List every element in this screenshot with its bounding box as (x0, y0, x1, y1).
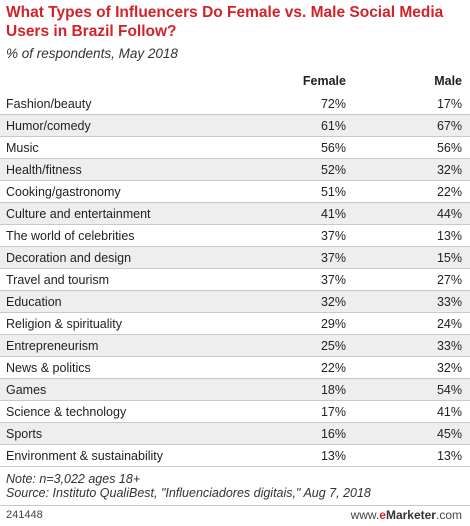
female-value: 22% (320, 361, 346, 375)
female-value: 18% (320, 383, 346, 397)
table-row: Music 56% 56% (0, 137, 470, 159)
male-value: 17% (436, 97, 462, 111)
male-value: 24% (436, 317, 462, 331)
footer: 241448 www.eMarketer.com (0, 505, 470, 526)
row-label: Cooking/gastronomy (6, 185, 121, 199)
brand-suffix: .com (435, 508, 462, 522)
male-value: 45% (436, 427, 462, 441)
row-label: Fashion/beauty (6, 97, 92, 111)
male-value: 56% (436, 141, 462, 155)
row-label: Environment & sustainability (6, 449, 164, 463)
row-label: The world of celebrities (6, 229, 135, 243)
female-value: 61% (320, 119, 346, 133)
table-row: Health/fitness 52% 32% (0, 159, 470, 181)
table-row: Games 18% 54% (0, 379, 470, 401)
row-label: Games (6, 383, 47, 397)
table-row: Travel and tourism 37% 27% (0, 269, 470, 291)
row-label: News & politics (6, 361, 91, 375)
row-label: Music (6, 141, 39, 155)
note-text: Note: n=3,022 ages 18+ (6, 472, 141, 486)
female-value: 25% (320, 339, 346, 353)
male-value: 41% (436, 405, 462, 419)
brand-e: e (379, 508, 386, 522)
male-value: 33% (436, 295, 462, 309)
row-label: Sports (6, 427, 43, 441)
chart-footnote: Note: n=3,022 ages 18+ Source: Instituto… (6, 472, 371, 500)
table-header: Female Male (0, 71, 470, 93)
male-value: 27% (436, 273, 462, 287)
table-row: Education 32% 33% (0, 291, 470, 313)
female-value: 37% (320, 273, 346, 287)
row-label: Culture and entertainment (6, 207, 151, 221)
row-label: Decoration and design (6, 251, 132, 265)
female-value: 13% (320, 449, 346, 463)
female-value: 37% (320, 251, 346, 265)
male-value: 54% (436, 383, 462, 397)
brand-prefix: www. (350, 508, 380, 522)
male-value: 15% (436, 251, 462, 265)
female-value: 17% (320, 405, 346, 419)
male-value: 33% (436, 339, 462, 353)
table-row: Cooking/gastronomy 51% 22% (0, 181, 470, 203)
brand-name: Marketer (385, 508, 436, 522)
table-row: News & politics 22% 32% (0, 357, 470, 379)
male-value: 67% (436, 119, 462, 133)
source-text: Source: Instituto QualiBest, "Influencia… (6, 486, 371, 500)
male-value: 32% (436, 163, 462, 177)
row-label: Religion & spirituality (6, 317, 123, 331)
female-value: 52% (320, 163, 346, 177)
male-value: 22% (436, 185, 462, 199)
male-value: 13% (436, 449, 462, 463)
chart-subtitle: % of respondents, May 2018 (6, 46, 178, 61)
table-row: Environment & sustainability 13% 13% (0, 445, 470, 467)
male-value: 13% (436, 229, 462, 243)
table-row: Science & technology 17% 41% (0, 401, 470, 423)
table-row: The world of celebrities 37% 13% (0, 225, 470, 247)
row-label: Travel and tourism (6, 273, 110, 287)
table-row: Entrepreneurism 25% 33% (0, 335, 470, 357)
female-value: 32% (320, 295, 346, 309)
row-label: Education (6, 295, 62, 309)
female-value: 29% (320, 317, 346, 331)
male-value: 32% (436, 361, 462, 375)
brand-link[interactable]: www.eMarketer.com (351, 508, 462, 522)
column-header-female: Female (302, 74, 346, 88)
female-value: 72% (320, 97, 346, 111)
row-label: Health/fitness (6, 163, 82, 177)
row-label: Entrepreneurism (6, 339, 99, 353)
row-label: Science & technology (6, 405, 127, 419)
chart-title: What Types of Influencers Do Female vs. … (6, 4, 444, 40)
table-row: Fashion/beauty 72% 17% (0, 93, 470, 115)
column-header-male: Male (434, 74, 462, 88)
table-row: Religion & spirituality 29% 24% (0, 313, 470, 335)
table-row: Sports 16% 45% (0, 423, 470, 445)
female-value: 56% (320, 141, 346, 155)
table-row: Culture and entertainment 41% 44% (0, 203, 470, 225)
table-row: Humor/comedy 61% 67% (0, 115, 470, 137)
male-value: 44% (436, 207, 462, 221)
table-row: Decoration and design 37% 15% (0, 247, 470, 269)
female-value: 51% (320, 185, 346, 199)
data-table: Fashion/beauty 72% 17% Humor/comedy 61% 67% Mu… (0, 93, 470, 467)
female-value: 16% (320, 427, 346, 441)
row-label: Humor/comedy (6, 119, 91, 133)
chart-id: 241448 (6, 509, 43, 521)
female-value: 37% (320, 229, 346, 243)
female-value: 41% (320, 207, 346, 221)
